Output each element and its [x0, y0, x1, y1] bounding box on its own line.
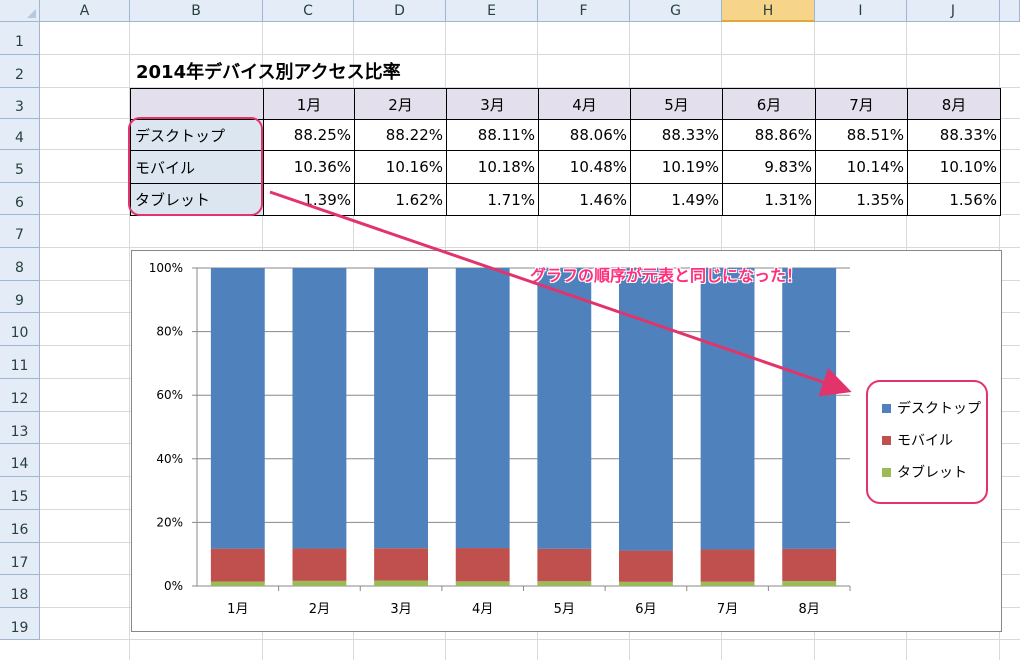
col-header-i[interactable]: I — [815, 0, 907, 22]
legend-label: タブレット — [897, 465, 967, 481]
row-header-4[interactable]: 4 — [0, 119, 40, 150]
row-header-14[interactable]: 14 — [0, 444, 40, 477]
row-header-11[interactable]: 11 — [0, 346, 40, 379]
col-header-h[interactable]: H — [722, 0, 815, 22]
month-header-cell[interactable]: 1月 — [263, 88, 355, 120]
col-header-b[interactable]: B — [130, 0, 263, 22]
month-header-cell[interactable]: 5月 — [630, 88, 723, 120]
row-header-7[interactable]: 7 — [0, 215, 40, 248]
month-header-cell[interactable]: 4月 — [538, 88, 631, 120]
value-cell[interactable]: 1.62% — [354, 183, 447, 216]
table-title: 2014年デバイス別アクセス比率 — [136, 62, 401, 83]
legend-label: モバイル — [897, 433, 953, 449]
month-header-cell[interactable]: 7月 — [815, 88, 908, 120]
value-cell[interactable]: 88.06% — [538, 119, 631, 151]
value-cell[interactable]: 10.19% — [630, 150, 723, 184]
row-header-6[interactable]: 6 — [0, 183, 40, 215]
col-header-overflow[interactable] — [1000, 0, 1020, 22]
col-header-f[interactable]: F — [538, 0, 630, 22]
row-header-19[interactable]: 19 — [0, 608, 40, 640]
row-header-13[interactable]: 13 — [0, 412, 40, 444]
col-header-g[interactable]: G — [630, 0, 722, 22]
value-cell[interactable]: 9.83% — [722, 150, 816, 184]
row-header-1[interactable]: 1 — [0, 22, 40, 55]
legend-swatch — [882, 435, 891, 445]
row-header-3[interactable]: 3 — [0, 88, 40, 119]
value-cell[interactable]: 10.18% — [446, 150, 539, 184]
col-header-j[interactable]: J — [907, 0, 1000, 22]
row-label-cell[interactable]: モバイル — [130, 150, 264, 184]
gridline-v — [129, 22, 130, 660]
row-labels-highlight — [128, 117, 263, 216]
value-cell[interactable]: 88.11% — [446, 119, 539, 151]
value-cell[interactable]: 88.51% — [815, 119, 908, 151]
gridline-h — [40, 87, 1020, 88]
month-header-cell[interactable]: 6月 — [722, 88, 816, 120]
value-cell[interactable]: 1.56% — [907, 183, 1001, 216]
row-header-12[interactable]: 12 — [0, 379, 40, 412]
value-cell[interactable]: 88.22% — [354, 119, 447, 151]
row-header-17[interactable]: 17 — [0, 543, 40, 575]
annotation-text: グラフの順序が元表と同じになった！ — [530, 266, 803, 285]
value-cell[interactable]: 10.16% — [354, 150, 447, 184]
value-cell[interactable]: 1.71% — [446, 183, 539, 216]
row-header-15[interactable]: 15 — [0, 477, 40, 510]
col-header-a[interactable]: A — [40, 0, 130, 22]
legend-item[interactable]: モバイル — [882, 430, 953, 450]
month-header-cell[interactable]: 8月 — [907, 88, 1001, 120]
value-cell[interactable]: 1.49% — [630, 183, 723, 216]
legend-item[interactable]: デスクトップ — [882, 398, 981, 418]
value-cell[interactable]: 10.14% — [815, 150, 908, 184]
value-cell[interactable]: 1.39% — [263, 183, 355, 216]
value-cell[interactable]: 10.10% — [907, 150, 1001, 184]
gridline-h — [40, 639, 1020, 640]
value-cell[interactable]: 1.35% — [815, 183, 908, 216]
value-cell[interactable]: 88.25% — [263, 119, 355, 151]
value-cell[interactable]: 88.33% — [907, 119, 1001, 151]
legend-item[interactable]: タブレット — [882, 462, 967, 482]
row-header-5[interactable]: 5 — [0, 150, 40, 183]
value-cell[interactable]: 1.31% — [722, 183, 816, 216]
month-header-cell[interactable]: 3月 — [446, 88, 539, 120]
col-header-e[interactable]: E — [446, 0, 538, 22]
row-header-16[interactable]: 16 — [0, 510, 40, 543]
col-header-d[interactable]: D — [354, 0, 446, 22]
month-header-cell[interactable]: 2月 — [354, 88, 447, 120]
gridline-h — [40, 247, 1020, 248]
col-header-c[interactable]: C — [263, 0, 354, 22]
value-cell[interactable]: 88.86% — [722, 119, 816, 151]
row-header-10[interactable]: 10 — [0, 313, 40, 346]
value-cell[interactable]: 10.48% — [538, 150, 631, 184]
table-corner-cell[interactable] — [130, 88, 264, 120]
row-header-8[interactable]: 8 — [0, 248, 40, 281]
gridline-h — [40, 54, 1020, 55]
value-cell[interactable]: 10.36% — [263, 150, 355, 184]
legend-swatch — [882, 403, 891, 413]
row-header-9[interactable]: 9 — [0, 281, 40, 313]
row-header-18[interactable]: 18 — [0, 575, 40, 608]
chart-legend[interactable]: デスクトップ モバイルタブレット — [866, 380, 988, 504]
row-header-2[interactable]: 2 — [0, 55, 40, 88]
value-cell[interactable]: 88.33% — [630, 119, 723, 151]
legend-label: デスクトップ — [897, 401, 981, 417]
select-all-corner[interactable] — [0, 0, 40, 22]
legend-swatch — [882, 467, 891, 477]
value-cell[interactable]: 1.46% — [538, 183, 631, 216]
